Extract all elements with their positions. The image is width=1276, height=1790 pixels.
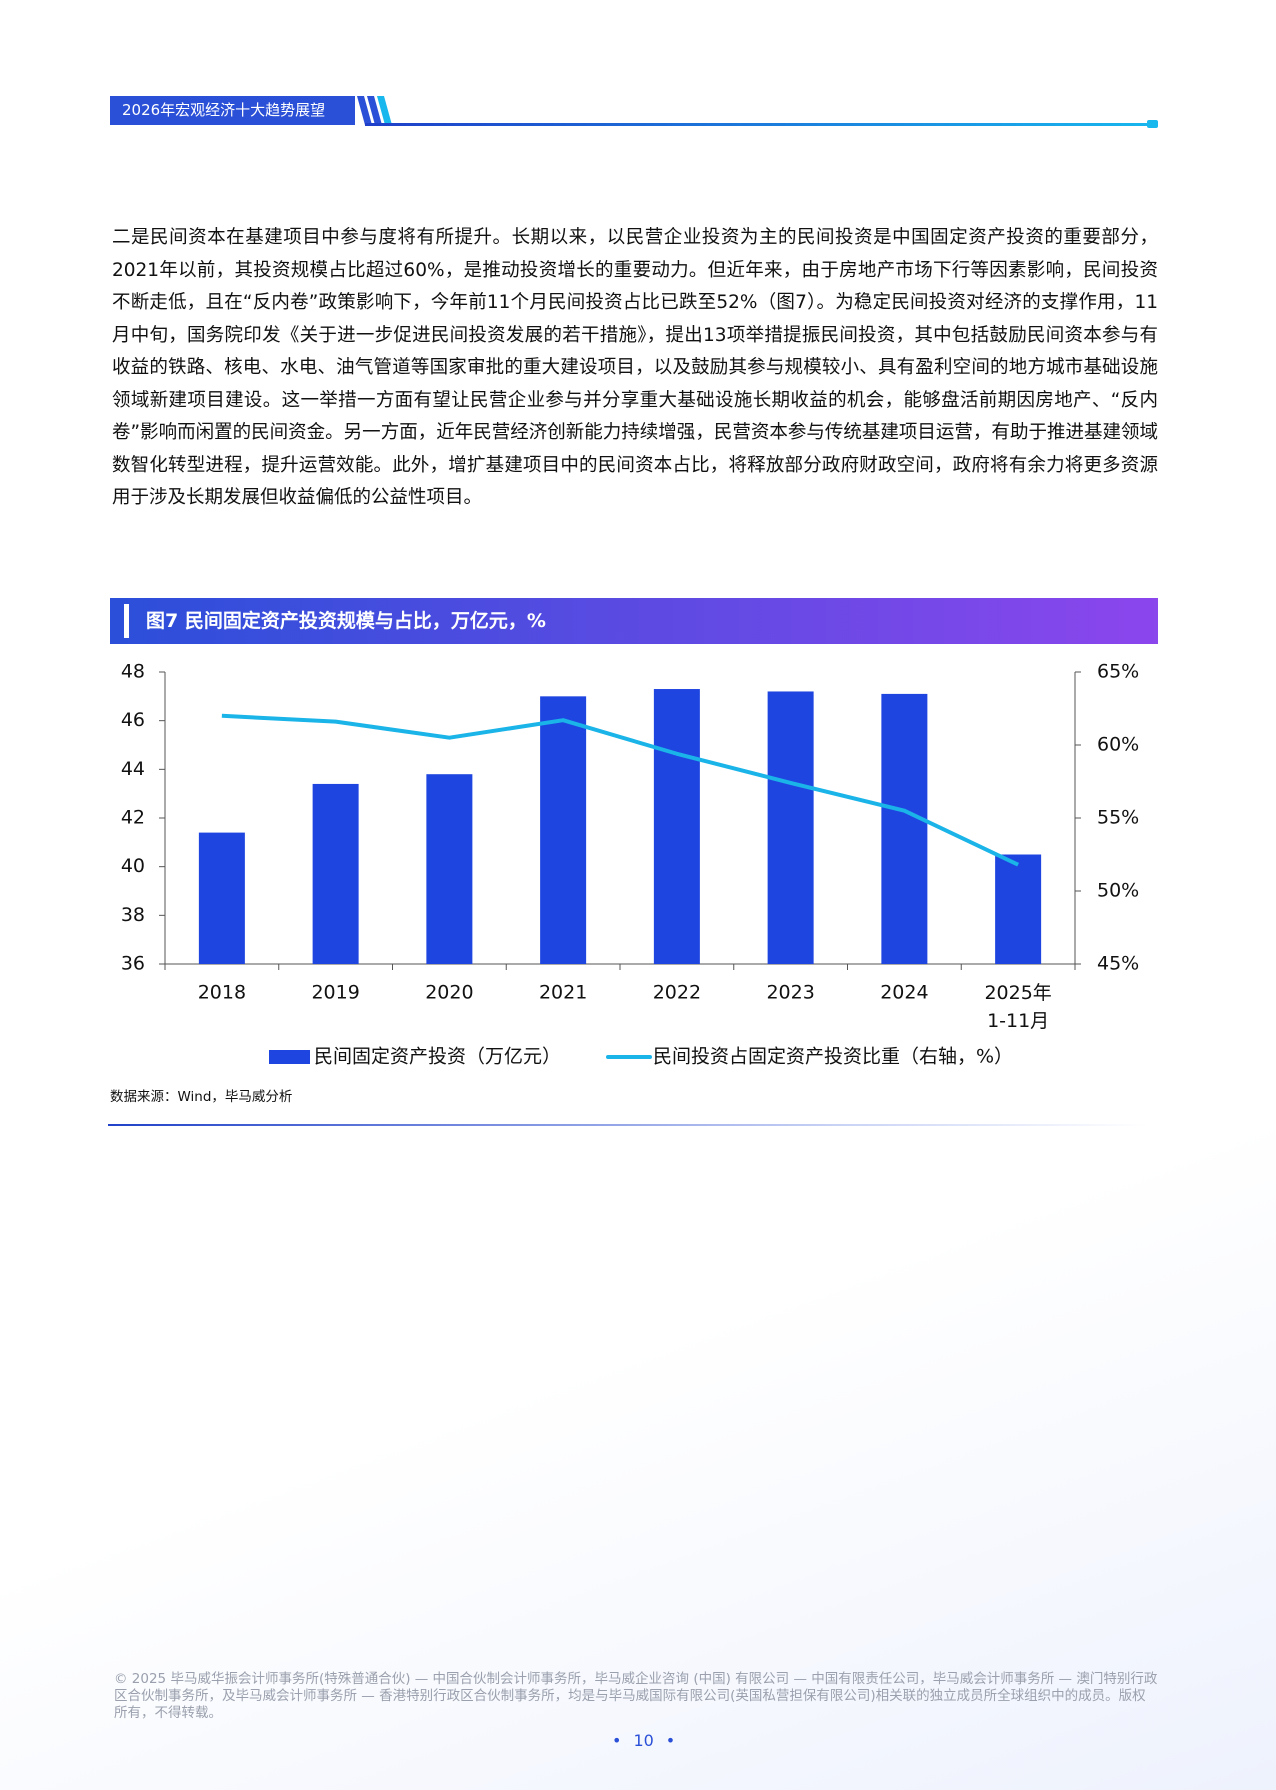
x-tick-label: 2024 — [880, 982, 928, 1004]
x-tick-label: 2019 — [311, 982, 359, 1004]
header-line — [365, 123, 1158, 126]
bar — [426, 774, 473, 964]
legend-label: 民间投资占固定资产投资比重（右轴，%） — [653, 1046, 1013, 1068]
bar — [767, 691, 814, 964]
line — [221, 713, 1019, 867]
y2-tick-label: 55% — [1097, 807, 1139, 829]
body-text: 二是民间资本在基建项目中参与度将有所提升。长期以来，以民营企业投资为主的民间投资… — [112, 227, 1158, 508]
page-number: 10 — [600, 1731, 676, 1750]
chart-title: 图7 民间固定资产投资规模与占比，万亿元，% — [110, 598, 1158, 644]
y2-tick-label: 45% — [1097, 953, 1139, 975]
y-tick-label: 36 — [121, 953, 145, 975]
source: 数据来源：Wind，毕马威分析 — [110, 1089, 293, 1105]
chart: 36 38 40 42 44 46 48 45% 50% 55% 60% 65% 2018 2019 202… — [121, 661, 1139, 1068]
bar — [312, 783, 359, 964]
bar — [995, 854, 1042, 964]
x-tick-label: 2020 — [425, 982, 473, 1004]
bar — [653, 689, 700, 964]
y2-tick-label: 60% — [1097, 734, 1139, 756]
bar — [881, 693, 928, 964]
y-tick-label: 42 — [121, 807, 145, 829]
header-title: 2026年宏观经济十大趋势展望 — [110, 96, 355, 125]
legend-label: 民间固定资产投资（万亿元） — [314, 1046, 561, 1068]
y-tick-label: 40 — [121, 855, 145, 877]
x-tick-label: 2023 — [766, 982, 814, 1004]
divider — [108, 1124, 1148, 1126]
bar — [540, 696, 587, 964]
y-tick-label: 38 — [121, 904, 145, 926]
y-tick-label: 44 — [121, 758, 145, 780]
header-deco — [357, 96, 392, 125]
x-tick-label: 2021 — [539, 982, 587, 1004]
footer: © 2025 毕马威华振会计师事务所(特殊普通合伙) — 中国合伙制会计师事务所… — [114, 1671, 1158, 1721]
x-tick-label: 2025年 1-11月 — [984, 982, 1051, 1032]
y-tick-label: 46 — [121, 709, 145, 731]
header-dot — [1147, 120, 1158, 128]
y2-tick-label: 50% — [1097, 880, 1139, 902]
legend-swatch — [269, 1050, 310, 1064]
x-tick-label: 2022 — [653, 982, 701, 1004]
y-tick-label: 48 — [121, 661, 145, 683]
y2-tick-label: 65% — [1097, 661, 1139, 683]
x-tick-label: 2018 — [198, 982, 246, 1004]
bar — [198, 832, 245, 964]
